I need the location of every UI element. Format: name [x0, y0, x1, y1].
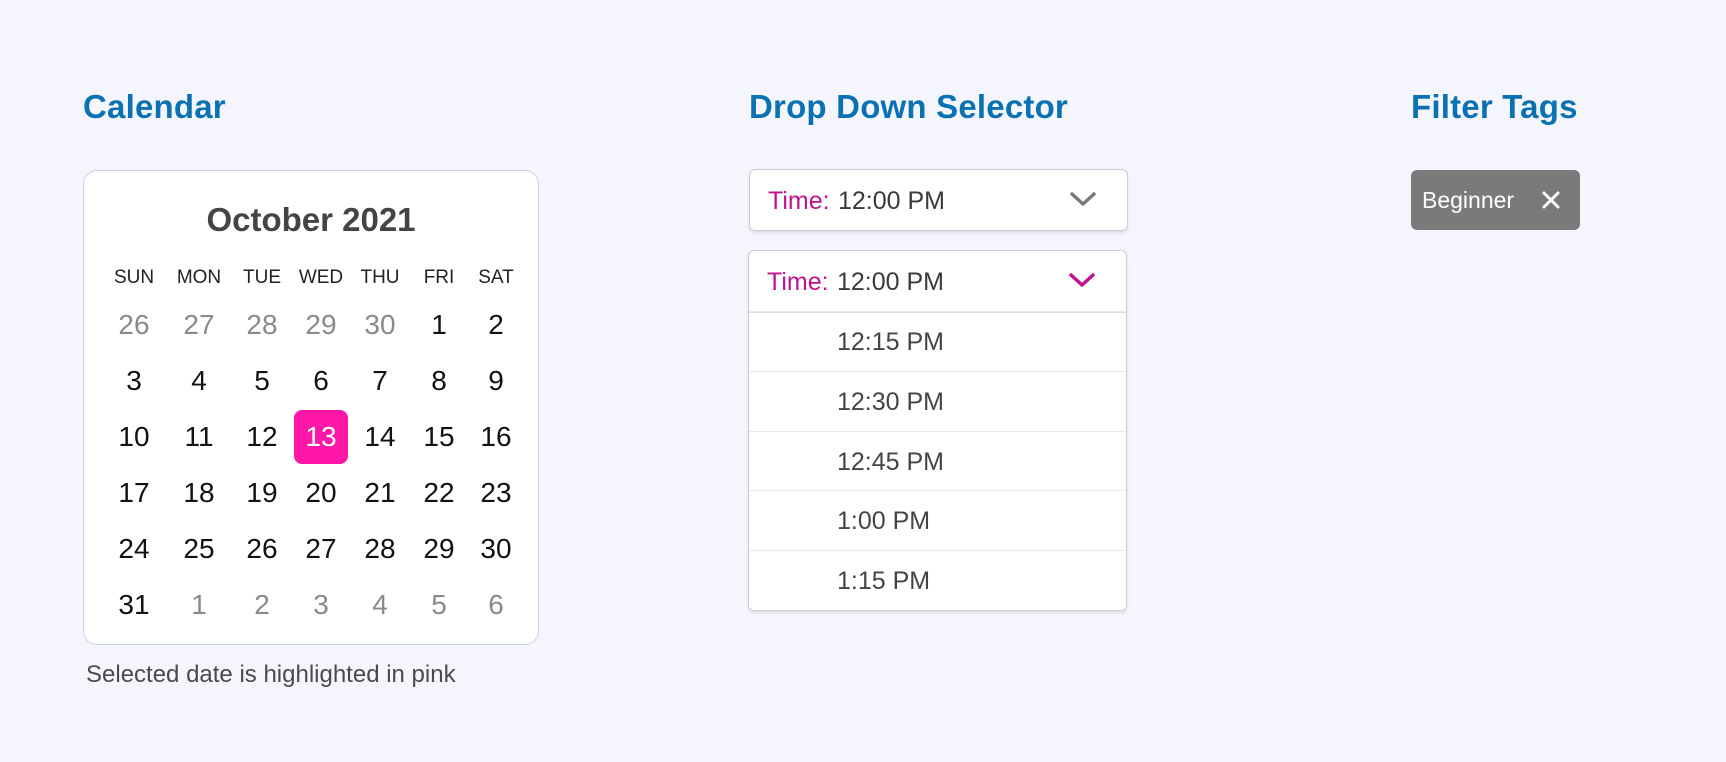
- dropdown-option[interactable]: 12:45 PM: [749, 431, 1126, 492]
- calendar-widget: October 2021 SUN MON TUE WED THU FRI SAT 26 27 28…: [83, 170, 539, 645]
- dropdown-option-label: 12:45 PM: [837, 448, 945, 476]
- calendar-day[interactable]: 25: [183, 533, 215, 564]
- dropdown-header[interactable]: Time: 12:00 PM: [749, 251, 1126, 313]
- dropdown-label: Time:: [768, 187, 830, 215]
- dropdown-option-label: 1:00 PM: [837, 507, 931, 535]
- calendar-day[interactable]: 4: [372, 589, 388, 620]
- calendar-day[interactable]: 29: [305, 309, 337, 340]
- time-dropdown-open[interactable]: Time: 12:00 PM 12:15 PM 12:30 PM 12:45 PM 1…: [748, 250, 1127, 611]
- calendar-day[interactable]: 26: [246, 533, 278, 564]
- calendar-day[interactable]: 2: [254, 589, 270, 620]
- calendar-day[interactable]: 11: [184, 421, 214, 452]
- calendar-day[interactable]: 30: [480, 533, 512, 564]
- calendar-day[interactable]: 18: [183, 477, 215, 508]
- calendar-day[interactable]: 24: [118, 533, 150, 564]
- calendar-day[interactable]: 31: [118, 589, 150, 620]
- dropdown-option-label: 12:30 PM: [837, 388, 945, 416]
- calendar-day[interactable]: 4: [191, 365, 207, 396]
- calendar-day[interactable]: 1: [191, 589, 207, 620]
- weekday-header: SUN: [113, 267, 155, 288]
- weekday-header: MON: [176, 267, 222, 288]
- calendar-day[interactable]: 5: [254, 365, 270, 396]
- calendar-day[interactable]: 27: [305, 533, 337, 564]
- calendar-month-label: October 2021: [206, 201, 416, 238]
- calendar-day[interactable]: 6: [313, 365, 329, 396]
- weekday-header: SAT: [478, 267, 514, 288]
- calendar-caption: Selected date is highlighted in pink: [86, 661, 456, 688]
- dropdown-header[interactable]: Time: 12:00 PM: [750, 170, 1127, 231]
- dropdown-label: Time:: [767, 268, 829, 296]
- calendar-day[interactable]: 28: [246, 309, 278, 340]
- calendar-day[interactable]: 7: [372, 365, 388, 396]
- calendar-day[interactable]: 5: [431, 589, 447, 620]
- calendar-day[interactable]: 20: [305, 477, 337, 508]
- chevron-down-icon[interactable]: [1068, 269, 1096, 291]
- filter-tags-title: Filter Tags: [1411, 88, 1578, 125]
- dropdown-option-label: 12:15 PM: [837, 328, 945, 356]
- weekday-header: TUE: [243, 267, 281, 288]
- filter-tag-label: Beginner: [1422, 187, 1515, 213]
- calendar-day[interactable]: 23: [480, 477, 512, 508]
- calendar-day[interactable]: 26: [118, 309, 150, 340]
- dropdown-option[interactable]: 1:15 PM: [749, 550, 1126, 611]
- weekday-header: WED: [298, 267, 344, 288]
- calendar-day[interactable]: 30: [364, 309, 396, 340]
- calendar-day[interactable]: 19: [246, 477, 278, 508]
- weekday-header: FRI: [423, 267, 455, 288]
- time-dropdown-closed[interactable]: Time: 12:00 PM: [749, 169, 1128, 231]
- calendar-day[interactable]: 8: [431, 365, 447, 396]
- calendar-day[interactable]: 3: [126, 365, 142, 396]
- calendar-day[interactable]: 9: [488, 365, 504, 396]
- calendar-day[interactable]: 28: [364, 533, 396, 564]
- calendar-day[interactable]: 1: [431, 309, 447, 340]
- calendar-day[interactable]: 10: [118, 421, 150, 452]
- dropdown-value: 12:00 PM: [837, 268, 945, 296]
- dropdown-value: 12:00 PM: [838, 187, 946, 215]
- calendar-day[interactable]: 21: [364, 477, 396, 508]
- calendar-day[interactable]: 15: [423, 421, 455, 452]
- chevron-down-icon[interactable]: [1069, 188, 1097, 210]
- dropdown-option[interactable]: 12:30 PM: [749, 371, 1126, 432]
- calendar-day[interactable]: 14: [364, 421, 396, 452]
- calendar-day[interactable]: 6: [488, 589, 504, 620]
- calendar-day[interactable]: 17: [118, 477, 150, 508]
- filter-tag[interactable]: Beginner: [1411, 170, 1580, 230]
- calendar-day[interactable]: 27: [183, 309, 215, 340]
- dropdown-option-label: 1:15 PM: [837, 567, 931, 595]
- calendar-day-selected[interactable]: 13: [294, 410, 348, 464]
- calendar-day[interactable]: 2: [488, 309, 504, 340]
- dropdown-option[interactable]: 1:00 PM: [749, 490, 1126, 551]
- calendar-day[interactable]: 22: [423, 477, 455, 508]
- dropdown-option[interactable]: 12:15 PM: [749, 311, 1126, 372]
- calendar-day[interactable]: 3: [313, 589, 329, 620]
- weekday-header: THU: [360, 267, 400, 288]
- calendar-day[interactable]: 29: [423, 533, 455, 564]
- calendar-day[interactable]: 12: [246, 421, 278, 452]
- close-icon[interactable]: [1540, 189, 1562, 211]
- calendar-day[interactable]: 16: [480, 421, 512, 452]
- calendar-title: Calendar: [83, 88, 226, 125]
- dropdown-title: Drop Down Selector: [749, 88, 1068, 125]
